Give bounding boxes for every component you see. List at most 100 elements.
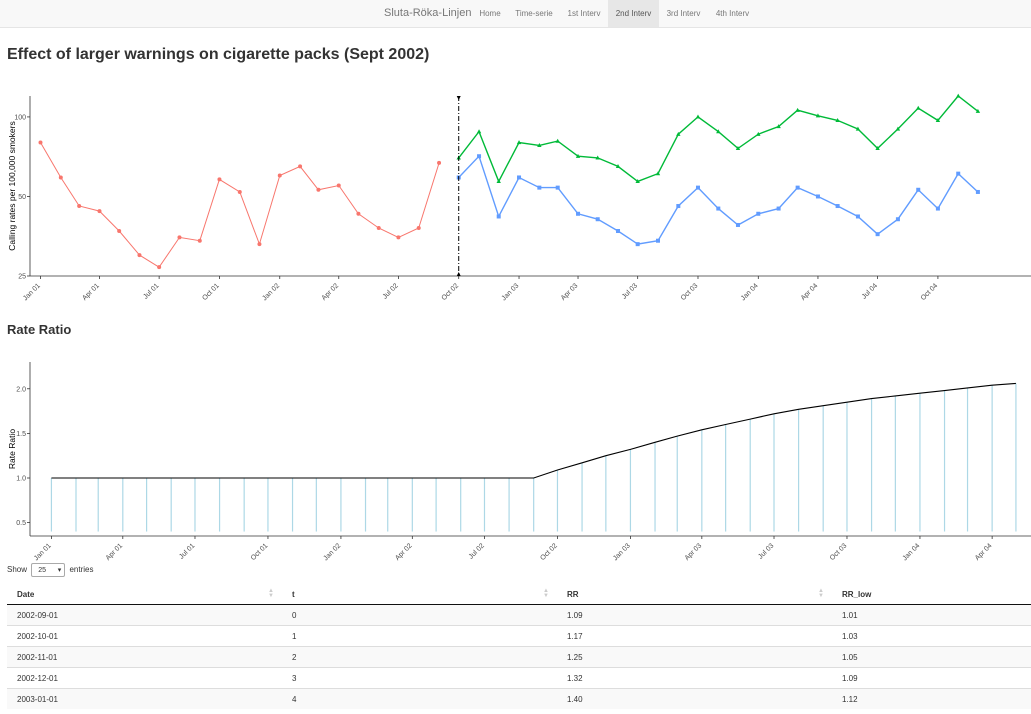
data-point [695, 114, 701, 119]
data-point [935, 118, 941, 123]
x-tick-label: Jan 02 [261, 282, 281, 302]
data-point [517, 175, 522, 180]
cell-rr-low: 1.05 [832, 646, 1031, 668]
data-point [635, 179, 640, 184]
data-point [975, 189, 980, 194]
y-tick-label: 1.0 [16, 476, 26, 483]
sort-icon: ▲ ▼ [818, 588, 824, 599]
cell-t: 0 [282, 604, 557, 626]
y-tick-label: 100 [14, 114, 26, 121]
column-header-rr[interactable]: RR ▲ ▼ [557, 584, 832, 605]
data-point [137, 253, 142, 258]
data-point [795, 185, 800, 190]
table-row[interactable]: 2002-12-01 3 1.32 1.09 [7, 667, 1031, 689]
data-point [117, 229, 122, 234]
data-point [635, 242, 640, 247]
series-line [40, 142, 440, 268]
data-point [316, 187, 321, 192]
y-tick-label: 0.5 [16, 520, 26, 527]
page-title: Effect of larger warnings on cigarette p… [7, 46, 430, 63]
data-point [795, 107, 800, 112]
data-point [277, 173, 282, 178]
data-point [555, 138, 560, 143]
entries-select[interactable]: 25 ▾ [31, 562, 66, 577]
data-point [916, 105, 921, 110]
x-tick-label: Jan 04 [902, 542, 922, 562]
column-header-label: RR [567, 589, 579, 599]
data-point [756, 131, 761, 136]
data-point [416, 225, 421, 230]
cell-date: 2002-09-01 [7, 604, 282, 626]
data-point [815, 113, 821, 118]
chevron-down-icon: ▾ [57, 566, 62, 574]
entries-label: entries [69, 565, 94, 574]
nav-1st-interv[interactable]: 1st Interv [567, 9, 601, 18]
cell-rr-low: 1.01 [832, 604, 1031, 626]
cell-t: 2 [282, 646, 557, 668]
table-row[interactable]: 2002-09-01 0 1.09 1.01 [7, 604, 1031, 626]
data-point [376, 225, 381, 230]
data-point [555, 185, 560, 190]
data-point [537, 143, 542, 148]
data-point [437, 160, 442, 165]
x-tick-label: Apr 03 [684, 542, 704, 562]
data-point [496, 179, 501, 184]
data-point [217, 177, 222, 182]
nav-4th-interv[interactable]: 4th Interv [715, 9, 750, 18]
y-axis-label: Calling rates per 100,000 smokers [7, 121, 17, 250]
data-point [875, 232, 880, 237]
nav-3rd-interv[interactable]: 3rd Interv [666, 9, 701, 18]
x-tick-label: Oct 03 [680, 282, 700, 302]
sort-icon: ▲ ▼ [268, 588, 274, 599]
data-point [835, 118, 840, 123]
data-point [257, 242, 262, 247]
cell-rr: 1.32 [557, 667, 832, 689]
series-line [458, 154, 979, 245]
x-tick-label: Apr 02 [394, 542, 414, 562]
data-point [656, 238, 661, 243]
data-point [157, 265, 162, 270]
data-point [516, 140, 522, 145]
column-header-t[interactable]: t ▲ ▼ [282, 584, 557, 605]
column-header-label: RR_low [842, 589, 872, 599]
x-tick-label: Jul 02 [382, 282, 400, 300]
column-header-date[interactable]: Date ▲ ▼ [7, 584, 282, 605]
data-point [38, 140, 43, 145]
table-row[interactable]: 2003-01-01 4 1.40 1.12 [7, 688, 1031, 709]
cell-rr: 1.09 [557, 604, 832, 626]
data-point [615, 163, 621, 168]
data-point [177, 235, 182, 240]
y-axis-label: Rate Ratio [7, 429, 17, 469]
table-row[interactable]: 2002-10-01 1 1.17 1.03 [7, 625, 1031, 647]
data-point [655, 171, 661, 176]
x-tick-label: Jul 03 [757, 542, 775, 560]
data-point [77, 204, 82, 209]
x-tick-label: Oct 02 [441, 282, 461, 302]
cell-rr: 1.40 [557, 688, 832, 709]
data-point [815, 194, 820, 199]
cell-rr-low: 1.12 [832, 688, 1031, 709]
cell-date: 2003-01-01 [7, 688, 282, 709]
x-tick-label: Apr 01 [105, 542, 125, 562]
intervention-arrow-bottom [456, 272, 461, 276]
table-row[interactable]: 2002-11-01 2 1.25 1.05 [7, 646, 1031, 668]
data-point [237, 189, 242, 194]
x-tick-label: Oct 03 [829, 542, 849, 562]
data-point [496, 214, 501, 219]
y-tick-label: 25 [18, 274, 26, 281]
data-point [616, 229, 621, 234]
x-tick-label: Jul 02 [468, 542, 486, 560]
nav-home[interactable]: Home [479, 9, 501, 18]
nav-2nd-interv[interactable]: 2nd Interv [608, 0, 659, 27]
data-point [97, 209, 102, 214]
column-header-rr-low[interactable]: RR_low [832, 584, 1031, 605]
x-tick-label: Oct 02 [539, 542, 559, 562]
nav-time-serie[interactable]: Time-serie [515, 9, 553, 18]
entries-select-value: 25 [38, 566, 47, 574]
x-tick-label: Apr 04 [800, 282, 820, 302]
data-point [776, 124, 781, 129]
x-tick-label: Oct 01 [250, 542, 270, 562]
navbar-brand[interactable]: Sluta-Röka-Linjen [384, 7, 472, 19]
data-point [935, 206, 940, 211]
x-tick-label: Apr 04 [974, 542, 994, 562]
